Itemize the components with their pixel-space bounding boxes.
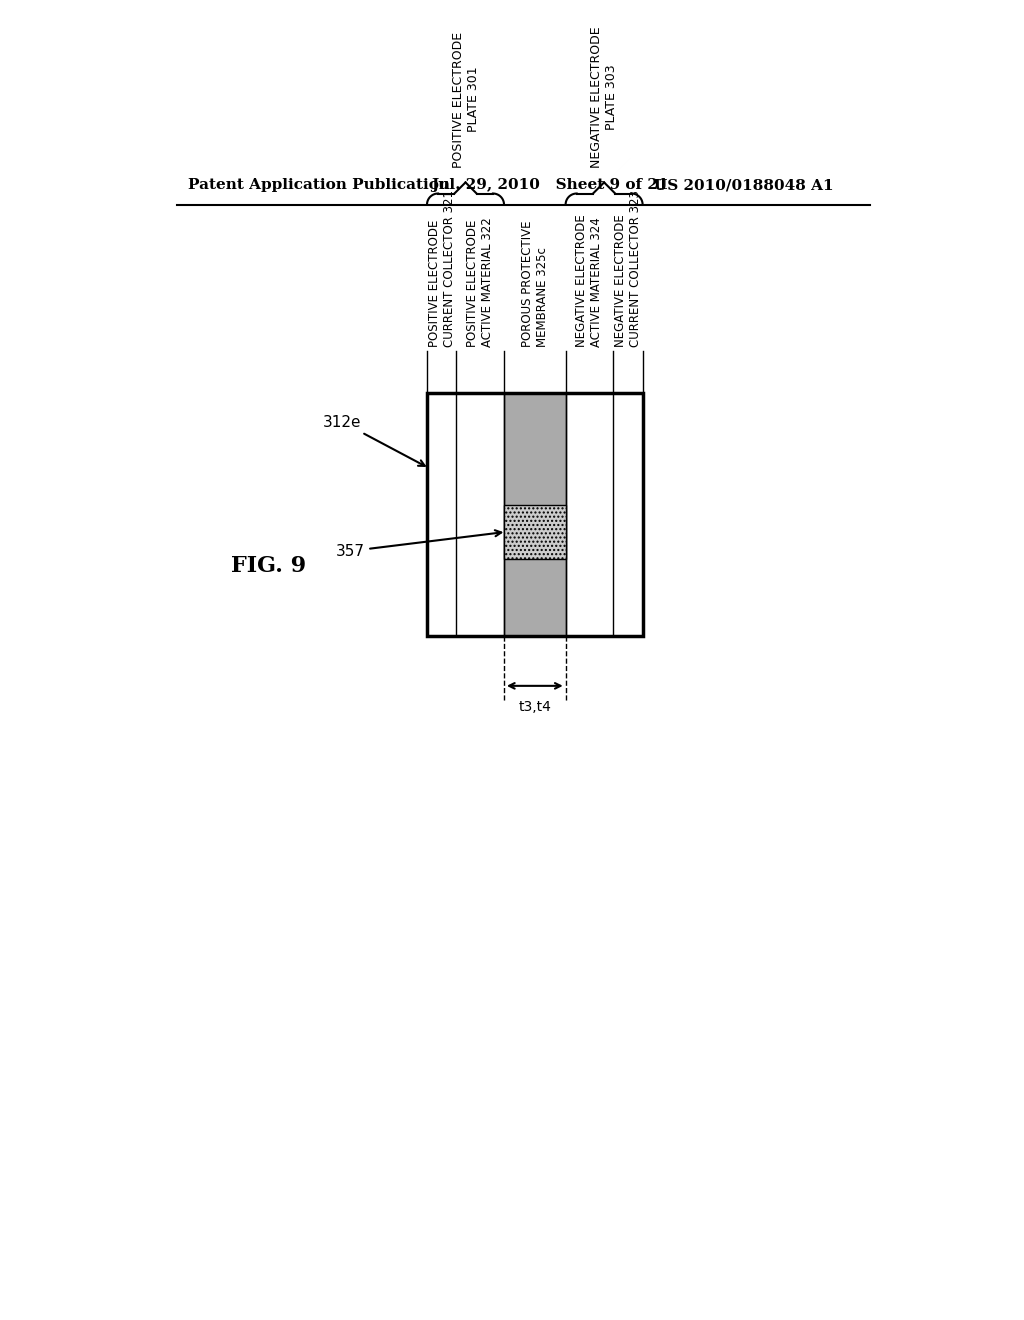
Text: POSITIVE ELECTRODE
ACTIVE MATERIAL 322: POSITIVE ELECTRODE ACTIVE MATERIAL 322 [466,218,495,347]
Bar [613,393,643,636]
Bar [504,393,565,636]
Text: 357: 357 [336,531,502,558]
Bar [457,393,504,636]
Text: NEGATIVE ELECTRODE
CURRENT COLLECTOR 323: NEGATIVE ELECTRODE CURRENT COLLECTOR 323 [614,190,642,347]
Text: FIG. 9: FIG. 9 [230,556,306,578]
Bar [565,393,613,636]
Bar [427,393,643,636]
Text: Patent Application Publication: Patent Application Publication [188,178,451,193]
Text: NEGATIVE ELECTRODE
PLATE 303: NEGATIVE ELECTRODE PLATE 303 [590,26,618,168]
Text: POSITIVE ELECTRODE
PLATE 301: POSITIVE ELECTRODE PLATE 301 [452,32,479,168]
Text: t3,t4: t3,t4 [518,700,551,714]
Bar [427,393,457,636]
Bar [565,393,613,636]
Text: NEGATIVE ELECTRODE
ACTIVE MATERIAL 324: NEGATIVE ELECTRODE ACTIVE MATERIAL 324 [575,214,603,347]
Text: POSITIVE ELECTRODE
CURRENT COLLECTOR 321: POSITIVE ELECTRODE CURRENT COLLECTOR 321 [428,190,456,347]
Text: US 2010/0188048 A1: US 2010/0188048 A1 [654,178,834,193]
Text: POROUS PROTECTIVE
MEMBRANE 325c: POROUS PROTECTIVE MEMBRANE 325c [521,220,549,347]
Bar [504,393,565,636]
Text: 312e: 312e [323,414,425,466]
Bar [457,393,504,636]
Text: Jul. 29, 2010   Sheet 9 of 21: Jul. 29, 2010 Sheet 9 of 21 [431,178,669,193]
Bar [504,506,565,558]
